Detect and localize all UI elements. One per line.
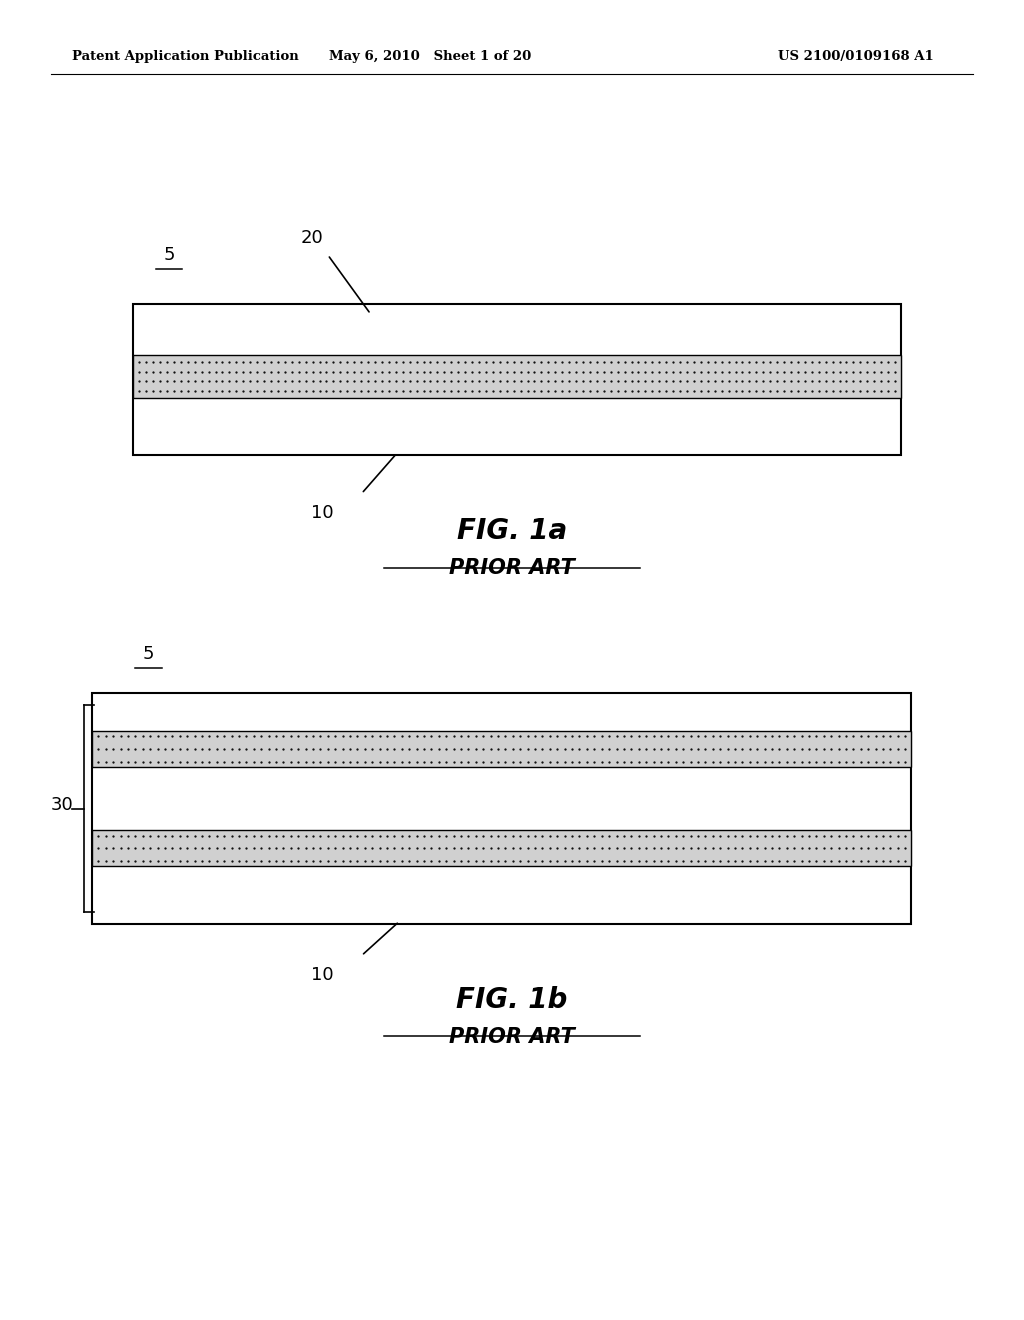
Text: PRIOR ART: PRIOR ART — [450, 1027, 574, 1047]
Text: 20: 20 — [301, 228, 324, 247]
Text: 10: 10 — [311, 504, 334, 523]
Text: 5: 5 — [142, 644, 155, 663]
Bar — [133, 355, 901, 397]
Text: FIG. 1b: FIG. 1b — [457, 986, 567, 1014]
Text: FIG. 1a: FIG. 1a — [457, 517, 567, 545]
Bar — [92, 731, 911, 767]
Text: US 2100/0109168 A1: US 2100/0109168 A1 — [778, 50, 934, 63]
Bar — [133, 304, 901, 455]
Text: 30: 30 — [51, 796, 74, 814]
Text: PRIOR ART: PRIOR ART — [450, 558, 574, 578]
Text: 5: 5 — [163, 246, 175, 264]
Text: May 6, 2010   Sheet 1 of 20: May 6, 2010 Sheet 1 of 20 — [329, 50, 531, 63]
Bar — [92, 830, 911, 866]
Bar — [92, 693, 911, 924]
Text: 10: 10 — [311, 966, 334, 985]
Text: Patent Application Publication: Patent Application Publication — [72, 50, 298, 63]
